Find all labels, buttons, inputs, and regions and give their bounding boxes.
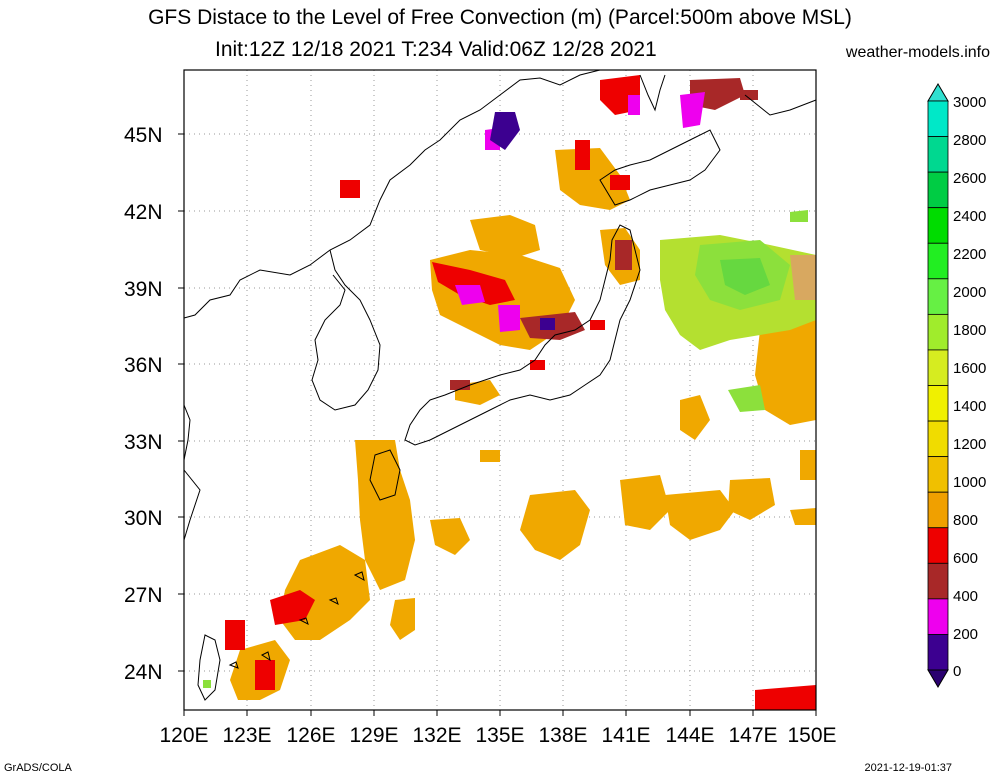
colorbar-label: 2200	[953, 246, 986, 263]
footer-software: GrADS/COLA	[4, 762, 72, 774]
lat-label: 45N	[124, 124, 163, 147]
map-subtitle: Init:12Z 12/18 2021 T:234 Valid:06Z 12/2…	[215, 38, 657, 61]
lat-label: 27N	[124, 584, 163, 607]
colorbar-segment	[927, 456, 949, 493]
lat-label: 24N	[124, 661, 163, 684]
footer-timestamp: 2021-12-19-01:37	[864, 762, 952, 774]
map-title: GFS Distace to the Level of Free Convect…	[148, 6, 852, 29]
colorbar-top-arrow	[927, 83, 949, 102]
colorbar-segment	[927, 207, 949, 244]
colorbar-segment	[927, 491, 949, 529]
axis-ticks	[178, 133, 817, 716]
lon-label: 135E	[475, 724, 524, 747]
colorbar-segment	[927, 242, 949, 280]
colorbar-label: 1000	[953, 474, 986, 491]
colorbar-segment	[927, 171, 949, 209]
lat-label: 36N	[124, 354, 163, 377]
lon-label: 120E	[159, 724, 208, 747]
lfc-shading	[203, 75, 816, 710]
lat-label: 33N	[124, 431, 163, 454]
colorbar-label: 400	[953, 588, 978, 605]
colorbar-segment	[927, 349, 949, 386]
site-label: weather-models.info	[845, 44, 990, 61]
colorbar-segment	[927, 420, 949, 458]
colorbar-label: 2600	[953, 170, 986, 187]
colorbar-segment	[927, 278, 949, 315]
colorbar-label: 2000	[953, 284, 986, 301]
lon-label: 147E	[728, 724, 777, 747]
colorbar-segment	[927, 598, 949, 635]
lon-label: 126E	[286, 724, 335, 747]
colorbar-label: 3000	[953, 94, 986, 111]
colorbar-label: 2400	[953, 208, 986, 225]
colorbar-label: 1200	[953, 436, 986, 453]
lat-label: 30N	[124, 507, 163, 530]
colorbar-segment	[927, 562, 949, 600]
colorbar-segment	[927, 385, 949, 422]
colorbar-bottom-arrow	[927, 669, 949, 688]
lon-label: 123E	[222, 724, 271, 747]
colorbar-segment	[927, 313, 949, 351]
lat-label: 42N	[124, 201, 163, 224]
colorbar-segment	[927, 634, 949, 671]
colorbar: 3000 2800 2600 2400 2200 2000 1800 1600 …	[927, 83, 986, 688]
lon-label: 150E	[787, 724, 836, 747]
lon-label: 129E	[349, 724, 398, 747]
lat-label: 39N	[124, 278, 163, 301]
colorbar-label: 2800	[953, 132, 986, 149]
colorbar-label: 200	[953, 626, 978, 643]
colorbar-label: 800	[953, 512, 978, 529]
lon-label: 132E	[412, 724, 461, 747]
colorbar-label: 600	[953, 550, 978, 567]
lat-labels: 45N 42N 39N 36N 33N 30N 27N 24N	[124, 124, 163, 684]
lon-label: 141E	[601, 724, 650, 747]
colorbar-label: 0	[953, 663, 961, 680]
colorbar-segment	[927, 100, 949, 137]
lon-labels: 120E 123E 126E 129E 132E 135E 138E 141E …	[159, 724, 836, 747]
lon-label: 144E	[665, 724, 714, 747]
coastlines	[183, 69, 817, 701]
colorbar-label: 1400	[953, 398, 986, 415]
lon-label: 138E	[538, 724, 587, 747]
colorbar-label: 1800	[953, 322, 986, 339]
colorbar-label: 1600	[953, 360, 986, 377]
colorbar-segment	[927, 136, 949, 173]
colorbar-segment	[927, 527, 949, 564]
